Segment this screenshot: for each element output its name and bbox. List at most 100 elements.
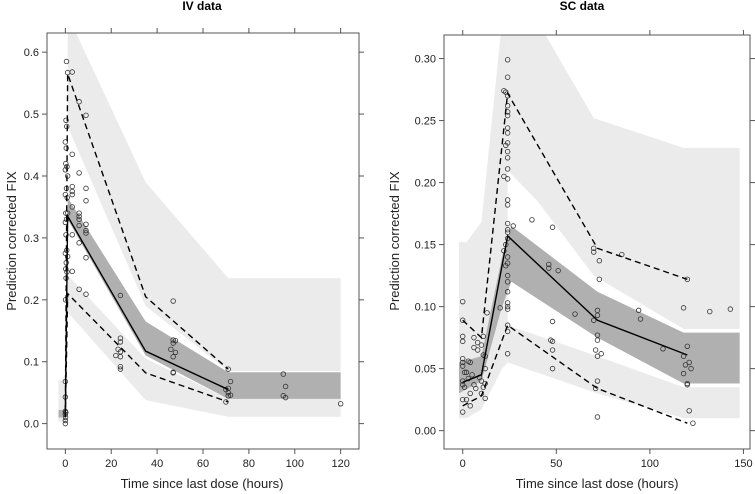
sc-observation-point [680,370,687,377]
iv-observation-point [282,394,289,401]
iv-x-axis-label: Time since last dose (hours) [121,476,284,491]
iv-observation-point [76,170,82,176]
iv-x-tick-label: 100 [286,458,304,470]
iv-band-median-ci [67,197,341,399]
sc-observation-point [546,265,552,271]
iv-observation-point [62,139,69,145]
iv-observation-point [227,378,234,385]
iv-observation-point [76,216,82,223]
iv-x-tick-label: 20 [105,458,117,470]
sc-observation-point [549,318,556,325]
iv-observation-point [227,392,234,398]
sc-x-tick-label: 150 [734,458,752,470]
sc-observation-point [555,267,561,274]
iv-observation-point [83,227,89,234]
iv-observation-point [62,417,69,424]
sc-observation-point [471,344,477,351]
sc-observation-point [467,390,473,397]
iv-observation-point [76,286,82,292]
sc-observation-point [482,395,488,402]
sc-observation-point [474,339,481,346]
sc-observation-point [503,262,509,269]
iv-y-tick-label: 0.2 [24,295,39,307]
sc-observation-point [549,365,556,372]
sc-observation-point [504,289,511,295]
iv-observation-point [223,399,229,405]
iv-observation-point [170,340,176,346]
iv-observation-point [83,198,89,204]
sc-observation-point [592,347,599,353]
iv-observation-point [225,366,231,372]
iv-panel: IV data Time since last dose (hours) Pre… [4,0,364,491]
sc-y-tick-label: 0.15 [415,240,436,252]
sc-observation-point [504,300,511,306]
iv-y-tick-label: 0.4 [24,171,39,183]
iv-observation-point [76,213,82,219]
iv-observation-point [63,145,69,151]
sc-observation-point [591,245,597,252]
sc-band-upper-percentile-pi [507,35,740,329]
sc-y-tick-label: 0.10 [415,302,436,314]
sc-observation-point [591,317,597,323]
sc-observation-point [504,227,511,233]
iv-observation-point [117,354,124,360]
sc-observation-point [504,229,511,235]
iv-x-tick-label: 120 [331,458,349,470]
iv-panel-title: IV data [182,0,222,13]
sc-observation-point [504,220,511,227]
sc-observation-point [503,142,509,149]
iv-band-lower-percentile-pi [67,275,341,417]
iv-observation-point [280,371,286,377]
sc-observation-point [460,356,466,362]
iv-observation-point [69,188,75,195]
sc-observation-point [467,359,473,366]
sc-observation-point [504,254,511,260]
sc-observation-point [549,338,556,345]
sc-observation-point [596,258,603,264]
iv-observation-point [117,366,124,372]
iv-x-tick-label: 0 [62,458,68,470]
sc-x-tick-label: 50 [550,458,562,470]
sc-band-lower-percentile-pi [507,325,740,419]
sc-observation-point [680,305,687,311]
sc-observation-point [504,306,511,312]
iv-observation-point [168,346,174,353]
sc-observation-point [460,396,466,403]
sc-observation-point [684,382,691,388]
sc-observation-point [549,347,556,353]
sc-y-tick-label: 0.20 [415,178,436,190]
sc-observation-point [637,316,644,322]
iv-observation-point [172,349,179,356]
iv-observation-point [83,255,89,261]
sc-y-tick-label: 0.00 [415,426,436,438]
iv-observation-point [63,58,70,65]
sc-y-axis-label: Prediction corrected FIX [387,171,402,311]
iv-y-tick-label: 0.3 [24,233,39,245]
sc-observation-point [688,365,694,372]
iv-band-upper-percentile-pi [67,33,341,371]
sc-observation-point [478,378,485,384]
iv-observation-point [83,112,89,119]
sc-observation-point [504,74,511,80]
sc-observation-point [478,342,485,348]
iv-observation-point [83,185,89,192]
sc-observation-point [504,272,511,279]
sc-plot-area [458,35,740,426]
iv-observation-point [69,183,75,190]
sc-observation-point [504,202,511,208]
sc-observation-point [529,217,535,223]
sc-observation-point [504,176,511,182]
sc-x-axis-label: Time since last dose (hours) [516,476,679,491]
sc-observation-point [501,173,507,180]
sc-observation-point [596,276,603,283]
iv-y-tick-label: 0.0 [24,419,39,431]
sc-line-observed-5th [462,324,688,424]
sc-observation-point [504,148,511,155]
sc-observation-point [594,378,601,384]
sc-observation-point [461,384,468,390]
iv-observation-point [62,420,69,427]
sc-panel: SC data Time since last dose (hours) Pre… [387,0,755,491]
sc-observation-point [463,369,470,376]
iv-y-tick-label: 0.5 [24,109,39,121]
sc-observation-point [504,130,511,136]
